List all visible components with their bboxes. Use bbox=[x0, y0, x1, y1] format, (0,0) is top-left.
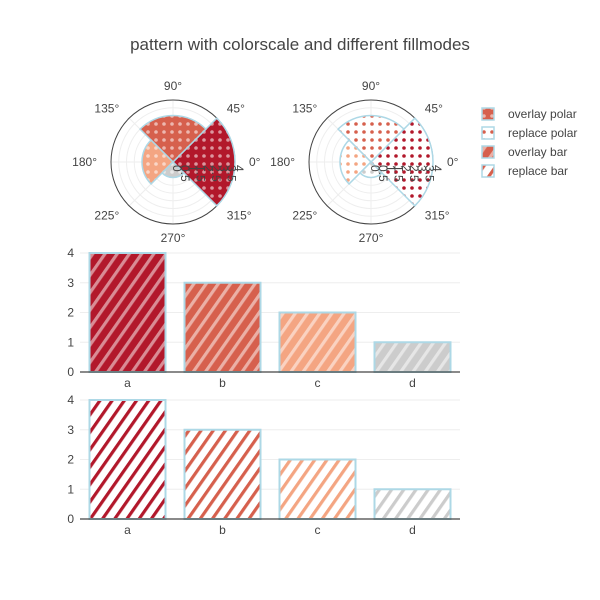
x-tick-label: c bbox=[315, 376, 321, 390]
bar-b bbox=[183, 428, 262, 520]
y-tick-label: 3 bbox=[67, 423, 74, 437]
legend-label: replace bar bbox=[508, 164, 568, 178]
polar-radial-tick-label: 0 bbox=[170, 165, 184, 172]
bar-replace-plot: 0 1 2 3 4 a b c d bbox=[67, 393, 460, 537]
legend-swatch bbox=[481, 107, 495, 121]
legend-item: replace bar bbox=[481, 164, 568, 178]
x-tick-label: a bbox=[124, 376, 131, 390]
polar-radial-tick-label: 2.5 bbox=[209, 165, 223, 182]
polar-angular-tick-label: 315° bbox=[425, 209, 450, 223]
polar-bar-0 bbox=[171, 117, 236, 207]
x-tick-label: d bbox=[409, 523, 416, 537]
legend-swatch bbox=[481, 164, 495, 178]
polar-angular-labels: 90° 45° 0° 315° 270° 225° 180° 135° bbox=[72, 79, 261, 245]
polar-angular-tick-label: 45° bbox=[227, 101, 245, 115]
polar-angular-tick-label: 90° bbox=[362, 79, 380, 93]
legend-item: overlay bar bbox=[481, 145, 567, 159]
bar-c bbox=[278, 458, 357, 520]
polar-angular-tick-label: 225° bbox=[94, 209, 119, 223]
polar-angular-tick-label: 270° bbox=[161, 231, 186, 245]
polar-angular-tick-label: 180° bbox=[270, 155, 295, 169]
y-tick-label: 4 bbox=[67, 393, 74, 407]
polar-radial-tick-label: 2 bbox=[399, 165, 413, 172]
polar-angular-labels: 90° 45° 0° 315° 270° 225° 180° 135° bbox=[270, 79, 459, 245]
polar-bar-2 bbox=[141, 139, 175, 185]
polar-radial-tick-label: 4 bbox=[232, 165, 246, 172]
legend-label: replace polar bbox=[508, 126, 577, 140]
bar-a bbox=[88, 252, 167, 373]
polar-radial-tick-label: 3 bbox=[415, 165, 429, 172]
y-tick-label: 3 bbox=[67, 276, 74, 290]
polar-replace-plot: 90° 45° 0° 315° 270° 225° 180° 135° 00.511.522.5… bbox=[270, 79, 459, 245]
bar-c bbox=[278, 311, 357, 373]
polar-radial-tick-label: 2 bbox=[201, 165, 215, 172]
bar-a bbox=[88, 399, 167, 520]
polar-bar-1 bbox=[337, 114, 405, 164]
y-tick-label: 0 bbox=[67, 512, 74, 526]
polar-radial-labels: 00.511.522.533.54 bbox=[368, 165, 444, 182]
polar-bar-3 bbox=[358, 160, 384, 179]
y-tick-label: 4 bbox=[67, 246, 74, 260]
polar-radial-tick-label: 1.5 bbox=[193, 165, 207, 182]
y-tick-label: 1 bbox=[67, 335, 74, 349]
polar-radial-labels: 00.511.522.533.54 bbox=[170, 165, 246, 182]
polar-radial-tick-label: 2.5 bbox=[407, 165, 421, 182]
legend-item: replace polar bbox=[481, 126, 577, 140]
polar-angular-tick-label: 270° bbox=[359, 231, 384, 245]
legend-label: overlay polar bbox=[508, 107, 577, 121]
legend-swatch bbox=[481, 145, 495, 159]
polar-radial-tick-label: 3 bbox=[217, 165, 231, 172]
polar-bars bbox=[139, 114, 236, 207]
y-tick-label: 2 bbox=[67, 306, 74, 320]
legend-label: overlay bar bbox=[508, 145, 567, 159]
polar-angular-tick-label: 45° bbox=[425, 101, 443, 115]
polar-radial-tick-label: 3.5 bbox=[224, 165, 238, 182]
polar-bars bbox=[337, 114, 434, 207]
legend-swatch bbox=[481, 126, 495, 140]
y-tick-label: 2 bbox=[67, 453, 74, 467]
polar-angular-tick-label: 0° bbox=[249, 155, 261, 169]
polar-angular-tick-label: 180° bbox=[72, 155, 97, 169]
y-tick-label: 0 bbox=[67, 365, 74, 379]
polar-radial-tick-label: 1.5 bbox=[391, 165, 405, 182]
x-tick-label: a bbox=[124, 523, 131, 537]
polar-angular-tick-label: 225° bbox=[292, 209, 317, 223]
polar-radial-tick-label: 0 bbox=[368, 165, 382, 172]
x-tick-label: d bbox=[409, 376, 416, 390]
bar-b bbox=[183, 281, 262, 373]
polar-bar-0 bbox=[369, 117, 434, 207]
x-tick-label: b bbox=[219, 523, 226, 537]
polar-angular-tick-label: 135° bbox=[94, 101, 119, 115]
polar-radial-tick-label: 1 bbox=[186, 165, 200, 172]
chart-title: pattern with colorscale and different fi… bbox=[130, 35, 470, 54]
polar-radial-tick-label: 0.5 bbox=[178, 165, 192, 182]
polar-angular-tick-label: 90° bbox=[164, 79, 182, 93]
polar-bar-2 bbox=[339, 139, 373, 185]
polar-bar-3 bbox=[160, 160, 186, 179]
polar-bar-1 bbox=[139, 114, 207, 164]
polar-radial-tick-label: 4 bbox=[430, 165, 444, 172]
polar-radial-tick-label: 3.5 bbox=[422, 165, 436, 182]
y-tick-label: 1 bbox=[67, 482, 74, 496]
bar-overlay-plot: 0 1 2 3 4 a b c d bbox=[67, 246, 460, 390]
polar-angular-tick-label: 135° bbox=[292, 101, 317, 115]
polar-radial-tick-label: 0.5 bbox=[376, 165, 390, 182]
polar-angular-tick-label: 315° bbox=[227, 209, 252, 223]
legend-item: overlay polar bbox=[481, 107, 577, 121]
x-tick-label: b bbox=[219, 376, 226, 390]
legend: overlay polar replace polar overlay bar rep… bbox=[481, 107, 577, 178]
polar-angular-tick-label: 0° bbox=[447, 155, 459, 169]
x-tick-label: c bbox=[315, 523, 321, 537]
bar-d bbox=[373, 341, 452, 373]
polar-overlay-plot: 90° 45° 0° 315° 270° 225° 180° 135° 00.511.522.5… bbox=[72, 79, 261, 245]
polar-radial-tick-label: 1 bbox=[384, 165, 398, 172]
bar-d bbox=[373, 488, 452, 520]
